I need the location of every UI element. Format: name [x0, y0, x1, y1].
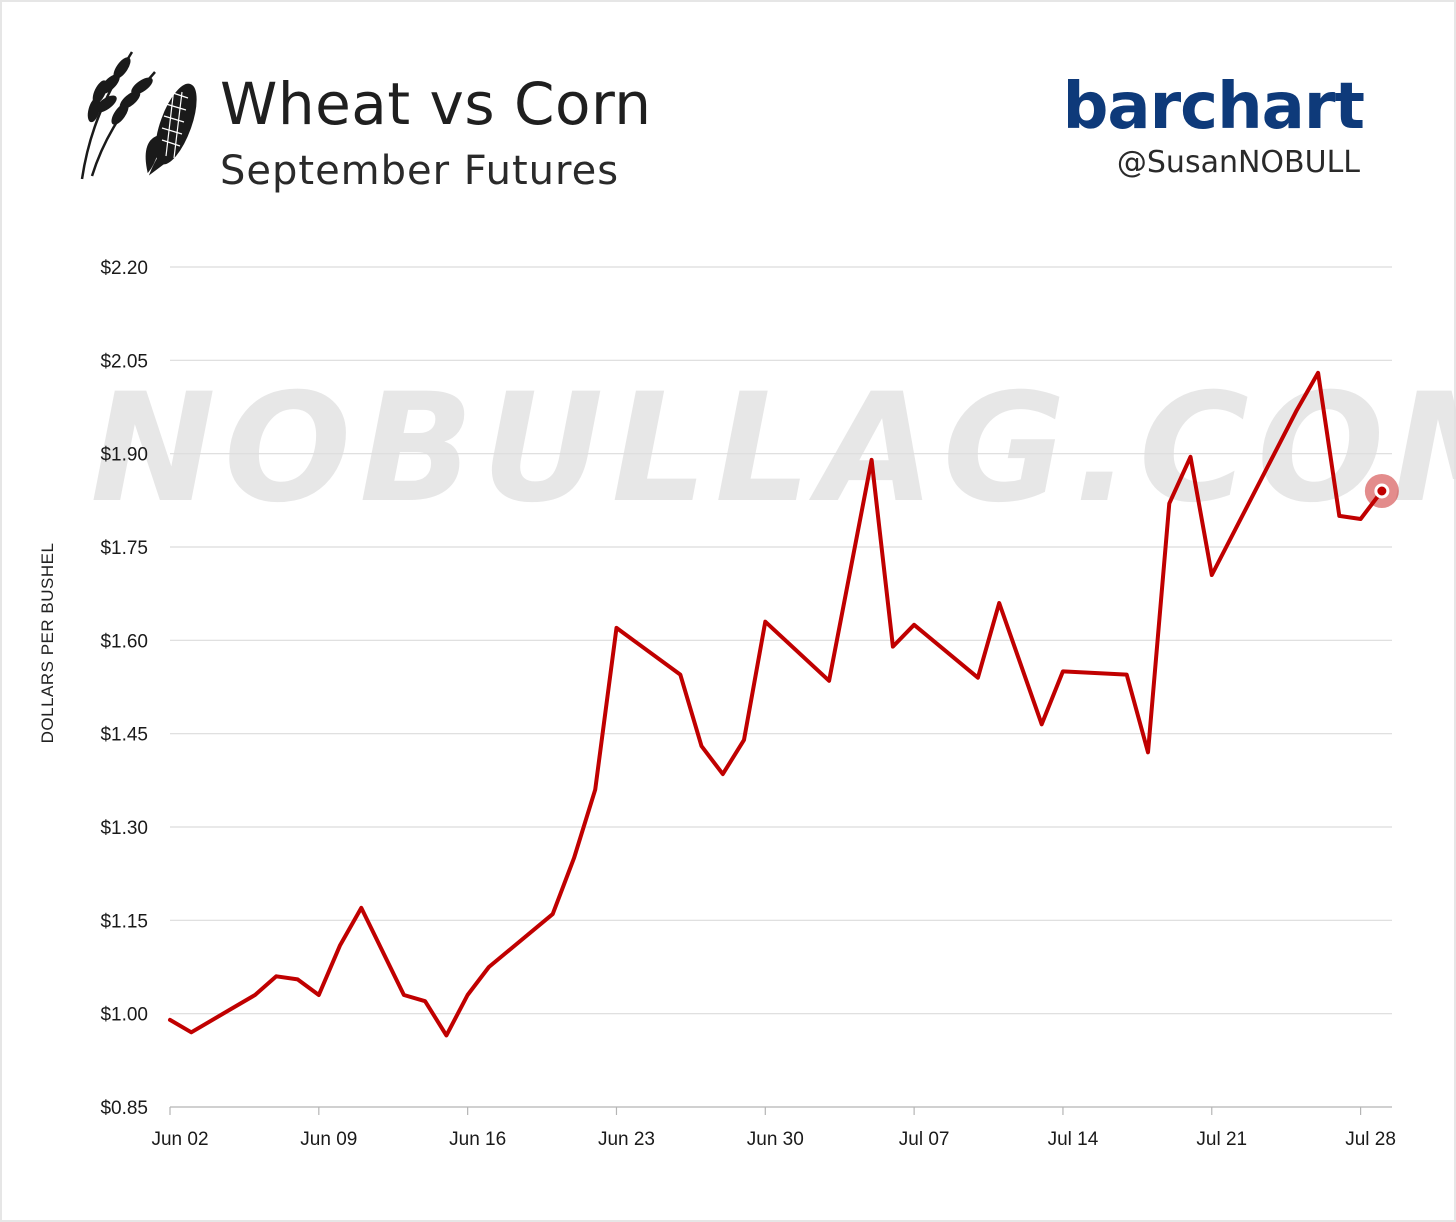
y-axis-ticks: $0.85 $1.00 $1.15 $1.30 $1.45 $1.60 $1.75 $1.90…	[100, 258, 148, 1119]
chart-subtitle: September Futures	[220, 148, 620, 194]
wheat-corn-icon	[80, 51, 197, 180]
grid-lines	[170, 266, 1392, 1108]
brand-logo: barchart	[1062, 70, 1365, 144]
y-tick-label: $2.20	[100, 258, 148, 279]
y-tick-label: $0.85	[100, 1098, 148, 1119]
series-group	[168, 370, 1399, 1038]
series-line	[168, 370, 1384, 1038]
y-tick-label: $1.60	[100, 631, 148, 652]
y-tick-label: $1.15	[100, 911, 148, 932]
y-tick-label: $1.45	[100, 725, 148, 746]
x-tick-label: Jun 30	[747, 1129, 804, 1150]
x-tick-label: Jun 16	[449, 1129, 506, 1150]
author-handle: @SusanNOBULL	[1116, 145, 1360, 180]
watermark: NOBULLAG.COM	[90, 362, 1456, 536]
x-tick-label: Jul 21	[1196, 1129, 1247, 1150]
y-axis-label: DOLLARS PER BUSHEL	[38, 543, 57, 744]
x-tick-label: Jul 28	[1345, 1129, 1396, 1150]
chart-title: Wheat vs Corn	[220, 70, 652, 138]
x-tick-label: Jul 14	[1048, 1129, 1099, 1150]
y-tick-label: $1.75	[100, 538, 148, 559]
y-tick-label: $1.30	[100, 818, 148, 839]
x-tick-label: Jun 02	[151, 1129, 208, 1150]
y-tick-label: $1.00	[100, 1005, 148, 1026]
y-tick-label: $2.05	[100, 351, 148, 372]
x-tick-label: Jul 07	[899, 1129, 950, 1150]
x-axis-ticks: Jun 02 Jun 09 Jun 16 Jun 23 Jun 30 Jul 07 Jul …	[151, 1107, 1396, 1150]
x-tick-label: Jun 23	[598, 1129, 655, 1150]
y-tick-label: $1.90	[100, 445, 148, 466]
x-tick-label: Jun 09	[300, 1129, 357, 1150]
last-point-marker	[1374, 483, 1390, 499]
